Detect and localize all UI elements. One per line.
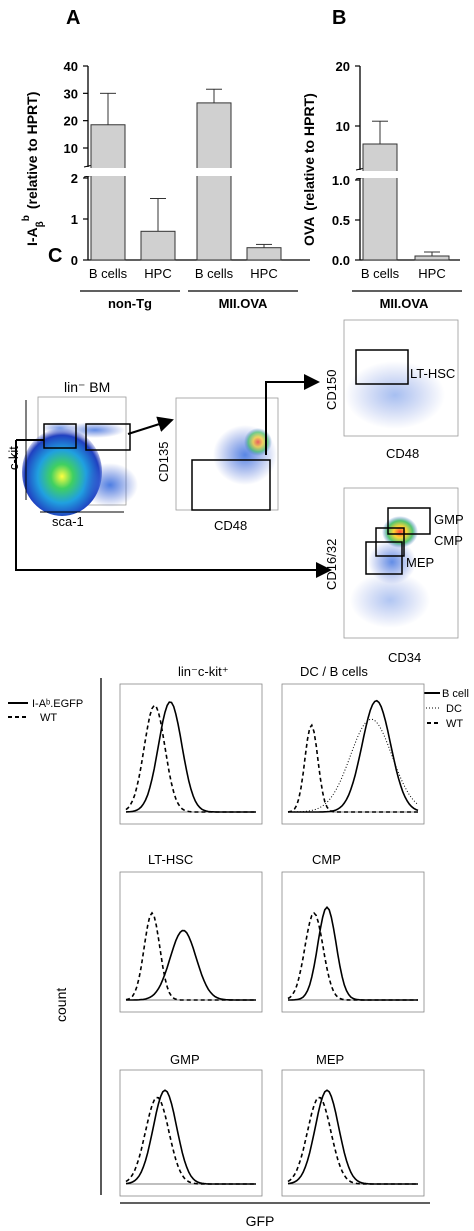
x-label-sca1: sca-1 [52,514,84,529]
histogram-frame [281,871,425,1013]
x-label-cd48-2: CD48 [386,446,419,461]
group-label-non-tg: non-Tg [108,296,152,311]
legend-wt-left: WT [40,712,57,724]
bar-chart-a: 0 1 2 10 20 30 40 I-Aβb(relative to HPRT) B ce… [21,59,316,311]
gate-cd48-neg [191,459,271,511]
bar [90,124,126,261]
category-label: HPC [250,266,277,281]
y-ticks-b: 0.0 0.5 1.0 10 20 [332,59,360,268]
y-ticks-a: 0 1 2 10 20 30 40 [64,59,88,268]
hist-title-cmp: CMP [312,852,341,867]
histogram-curve [125,911,256,1001]
hist-title-dc-bcells: DC / B cells [300,664,368,679]
y-label-cd1632: CD16/32 [324,539,339,590]
hist-title-gmp: GMP [170,1052,200,1067]
histogram-curve [287,1096,418,1185]
bars-a [90,88,282,261]
gate-gmp [387,507,431,535]
gate-lsk [85,423,131,451]
plot-title-lin-bm: lin⁻ BM [64,379,110,395]
y-label-b: OVA(relative to HPRT) [301,93,317,246]
y-tick-label: 10 [64,141,78,156]
category-label: HPC [144,266,171,281]
group-label-mii-ova: MII.OVA [219,296,268,311]
y-tick-label: 1.0 [332,173,350,188]
histogram-legend-left: I-Aᵇ.EGFP WT [8,698,83,724]
bar [140,230,176,261]
bars-b [362,120,450,261]
y-label-cd150: CD150 [324,370,339,410]
gating-arrows [15,374,332,578]
gate-mep [365,541,403,575]
panel-label-b: B [332,7,346,29]
histogram-frame [281,683,425,825]
category-label: HPC [418,266,445,281]
x-label-cd34: CD34 [388,650,421,665]
panel-label-c: C [48,245,62,267]
bar-break-b [352,171,464,178]
bar [414,255,450,261]
bar [196,102,232,261]
group-label-mii-ova-b: MII.OVA [380,296,429,311]
y-tick-label: 30 [64,86,78,101]
y-label-count: count [53,988,69,1022]
legend-wt-right: WT [446,718,463,730]
x-label-gfp: GFP [246,1213,275,1229]
y-label-cd135: CD135 [156,442,171,482]
x-label-cd48: CD48 [214,518,247,533]
flow-plot-lin-bm: lin⁻ BM sca-1 c-kit [6,379,138,529]
y-tick-label: 40 [64,59,78,74]
category-label: B cells [195,266,234,281]
bar [246,247,282,261]
y-tick-label: 0 [71,253,78,268]
histogram-curve [288,718,419,813]
y-tick-label: 10 [336,119,350,134]
y-label-ckit: c-kit [6,446,21,470]
y-tick-label: 0.0 [332,253,350,268]
flow-plot-cd1632-cd34: GMP CMP MEP CD34 CD16/32 [324,487,464,665]
histogram-grid [119,683,425,1197]
legend-iab-egfp: I-Aᵇ.EGFP [32,698,83,710]
y-tick-label: 20 [64,114,78,129]
gate-label-cmp: CMP [434,533,463,548]
y-tick-label: 1 [71,212,78,227]
y-tick-label: 20 [336,59,350,74]
histogram-frame [119,683,263,825]
gate-label-gmp: GMP [434,512,464,527]
hist-title-lin-ckit: lin⁻c-kit⁺ [178,664,229,679]
bar-break-a [80,168,316,176]
histogram-curve [125,1096,256,1185]
hist-title-lt-hsc: LT-HSC [148,852,193,867]
bar [362,143,398,261]
category-label: B cells [361,266,400,281]
y-tick-label: 0.5 [332,213,350,228]
flow-plot-cd135-cd48: CD48 CD135 [156,397,279,533]
histogram-legend-right: B cell DC WT [420,688,469,730]
gate-label-lt-hsc: LT-HSC [410,366,455,381]
y-label-a: I-Aβb(relative to HPRT) [21,92,46,246]
gate-lt-hsc [355,349,409,385]
flow-plot-cd150-cd48: LT-HSC CD48 CD150 [324,319,459,461]
category-label: B cells [89,266,128,281]
gate-lin-ckit [43,423,77,449]
density-cloud [22,428,102,516]
legend-dc: DC [446,703,462,715]
panel-label-a: A [66,7,80,29]
y-tick-label: 2 [71,171,78,186]
gate-label-mep: MEP [406,555,434,570]
bar-chart-b: 0.0 0.5 1.0 10 20 OVA(relative to HPRT) B ce… [301,59,464,311]
legend-b-cell: B cell [442,688,469,700]
hist-title-mep: MEP [316,1052,344,1067]
